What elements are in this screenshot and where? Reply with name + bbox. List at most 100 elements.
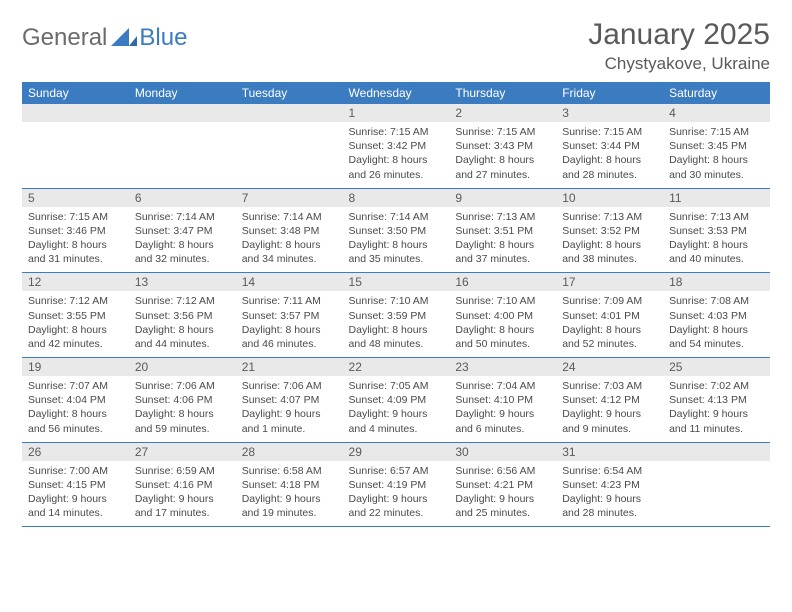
day-cell: 11Sunrise: 7:13 AMSunset: 3:53 PMDayligh… [663,188,770,273]
day-header: Monday [129,82,236,104]
day-data: Sunrise: 7:06 AMSunset: 4:06 PMDaylight:… [129,376,236,442]
day-cell: 23Sunrise: 7:04 AMSunset: 4:10 PMDayligh… [449,358,556,443]
day-data: Sunrise: 7:15 AMSunset: 3:43 PMDaylight:… [449,122,556,188]
title-block: January 2025 Chystyakove, Ukraine [588,18,770,74]
day-header: Sunday [22,82,129,104]
month-title: January 2025 [588,18,770,52]
day-cell [22,104,129,188]
day-data: Sunrise: 7:10 AMSunset: 3:59 PMDaylight:… [343,291,450,357]
day-number: 3 [556,104,663,122]
day-data: Sunrise: 7:04 AMSunset: 4:10 PMDaylight:… [449,376,556,442]
day-number: 5 [22,189,129,207]
day-cell: 7Sunrise: 7:14 AMSunset: 3:48 PMDaylight… [236,188,343,273]
day-number: 13 [129,273,236,291]
brand-logo: General Blue [22,18,187,52]
day-number [129,104,236,122]
day-data [129,122,236,178]
day-cell: 25Sunrise: 7:02 AMSunset: 4:13 PMDayligh… [663,358,770,443]
day-cell: 21Sunrise: 7:06 AMSunset: 4:07 PMDayligh… [236,358,343,443]
day-number: 31 [556,443,663,461]
day-number: 29 [343,443,450,461]
day-cell: 15Sunrise: 7:10 AMSunset: 3:59 PMDayligh… [343,273,450,358]
day-data [22,122,129,178]
day-number: 12 [22,273,129,291]
day-data: Sunrise: 7:02 AMSunset: 4:13 PMDaylight:… [663,376,770,442]
day-number: 18 [663,273,770,291]
day-number: 26 [22,443,129,461]
calendar-table: SundayMondayTuesdayWednesdayThursdayFrid… [22,82,770,527]
day-number: 1 [343,104,450,122]
week-row: 26Sunrise: 7:00 AMSunset: 4:15 PMDayligh… [22,442,770,527]
day-number [22,104,129,122]
day-header: Friday [556,82,663,104]
day-number: 24 [556,358,663,376]
day-cell: 3Sunrise: 7:15 AMSunset: 3:44 PMDaylight… [556,104,663,188]
day-data: Sunrise: 7:15 AMSunset: 3:42 PMDaylight:… [343,122,450,188]
day-number: 17 [556,273,663,291]
day-number: 6 [129,189,236,207]
week-row: 19Sunrise: 7:07 AMSunset: 4:04 PMDayligh… [22,358,770,443]
day-header: Thursday [449,82,556,104]
day-data [663,461,770,517]
day-number: 16 [449,273,556,291]
day-data: Sunrise: 6:57 AMSunset: 4:19 PMDaylight:… [343,461,450,527]
day-cell: 1Sunrise: 7:15 AMSunset: 3:42 PMDaylight… [343,104,450,188]
day-cell: 29Sunrise: 6:57 AMSunset: 4:19 PMDayligh… [343,442,450,527]
day-number: 25 [663,358,770,376]
day-data: Sunrise: 6:59 AMSunset: 4:16 PMDaylight:… [129,461,236,527]
day-header: Wednesday [343,82,450,104]
day-header: Tuesday [236,82,343,104]
day-data: Sunrise: 7:09 AMSunset: 4:01 PMDaylight:… [556,291,663,357]
day-data: Sunrise: 7:13 AMSunset: 3:52 PMDaylight:… [556,207,663,273]
day-cell: 27Sunrise: 6:59 AMSunset: 4:16 PMDayligh… [129,442,236,527]
day-cell: 12Sunrise: 7:12 AMSunset: 3:55 PMDayligh… [22,273,129,358]
day-number: 9 [449,189,556,207]
day-cell: 26Sunrise: 7:00 AMSunset: 4:15 PMDayligh… [22,442,129,527]
day-data: Sunrise: 7:08 AMSunset: 4:03 PMDaylight:… [663,291,770,357]
day-number: 10 [556,189,663,207]
day-data: Sunrise: 7:13 AMSunset: 3:53 PMDaylight:… [663,207,770,273]
day-number: 7 [236,189,343,207]
day-cell: 28Sunrise: 6:58 AMSunset: 4:18 PMDayligh… [236,442,343,527]
day-data: Sunrise: 7:07 AMSunset: 4:04 PMDaylight:… [22,376,129,442]
day-data: Sunrise: 6:54 AMSunset: 4:23 PMDaylight:… [556,461,663,527]
brand-word1: General [22,24,107,52]
day-number: 22 [343,358,450,376]
day-data: Sunrise: 7:12 AMSunset: 3:55 PMDaylight:… [22,291,129,357]
day-data [236,122,343,178]
day-data: Sunrise: 7:14 AMSunset: 3:50 PMDaylight:… [343,207,450,273]
day-number [236,104,343,122]
day-header: Saturday [663,82,770,104]
day-cell: 14Sunrise: 7:11 AMSunset: 3:57 PMDayligh… [236,273,343,358]
day-cell: 18Sunrise: 7:08 AMSunset: 4:03 PMDayligh… [663,273,770,358]
day-data: Sunrise: 7:15 AMSunset: 3:46 PMDaylight:… [22,207,129,273]
day-data: Sunrise: 7:15 AMSunset: 3:44 PMDaylight:… [556,122,663,188]
day-cell [129,104,236,188]
day-cell: 31Sunrise: 6:54 AMSunset: 4:23 PMDayligh… [556,442,663,527]
day-cell: 24Sunrise: 7:03 AMSunset: 4:12 PMDayligh… [556,358,663,443]
day-header-row: SundayMondayTuesdayWednesdayThursdayFrid… [22,82,770,104]
day-cell: 10Sunrise: 7:13 AMSunset: 3:52 PMDayligh… [556,188,663,273]
day-cell: 13Sunrise: 7:12 AMSunset: 3:56 PMDayligh… [129,273,236,358]
location: Chystyakove, Ukraine [588,54,770,74]
day-number: 23 [449,358,556,376]
day-data: Sunrise: 7:06 AMSunset: 4:07 PMDaylight:… [236,376,343,442]
brand-word2: Blue [139,24,187,52]
day-data: Sunrise: 7:00 AMSunset: 4:15 PMDaylight:… [22,461,129,527]
day-number: 2 [449,104,556,122]
day-number: 19 [22,358,129,376]
day-number: 14 [236,273,343,291]
day-number [663,443,770,461]
day-number: 27 [129,443,236,461]
day-cell [663,442,770,527]
day-data: Sunrise: 7:12 AMSunset: 3:56 PMDaylight:… [129,291,236,357]
day-cell: 30Sunrise: 6:56 AMSunset: 4:21 PMDayligh… [449,442,556,527]
day-number: 20 [129,358,236,376]
day-data: Sunrise: 7:11 AMSunset: 3:57 PMDaylight:… [236,291,343,357]
day-data: Sunrise: 7:15 AMSunset: 3:45 PMDaylight:… [663,122,770,188]
day-number: 15 [343,273,450,291]
day-number: 11 [663,189,770,207]
brand-triangle-icon [111,26,137,51]
day-cell: 22Sunrise: 7:05 AMSunset: 4:09 PMDayligh… [343,358,450,443]
day-cell: 5Sunrise: 7:15 AMSunset: 3:46 PMDaylight… [22,188,129,273]
